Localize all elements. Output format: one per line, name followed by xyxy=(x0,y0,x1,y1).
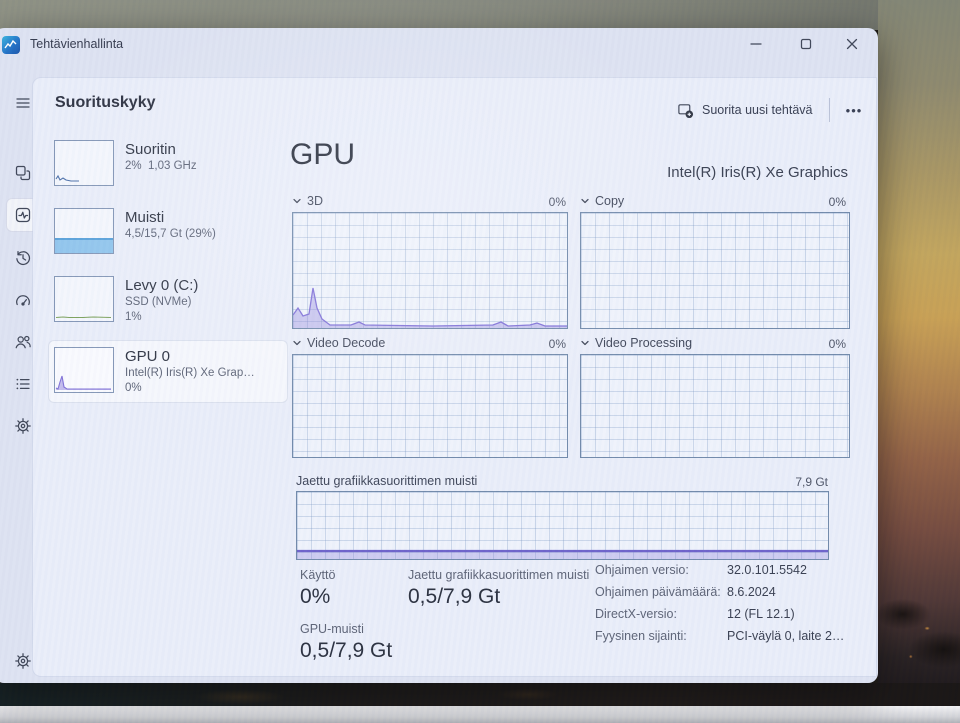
driver-version-label: Ohjaimen versio: xyxy=(595,563,689,577)
driver-date-value: 8.6.2024 xyxy=(727,585,776,599)
perf-item-stats: 4,5/15,7 Gt (29%) xyxy=(125,228,216,240)
chart-section-video-decode[interactable]: Video Decode xyxy=(292,336,385,350)
run-new-task-icon xyxy=(678,103,694,118)
performance-icon xyxy=(15,207,31,223)
shared-memory-scale-max: 7,9 Gt xyxy=(795,475,828,489)
perf-item-memory[interactable]: Muisti 4,5/15,7 Gt (29%) xyxy=(48,201,288,261)
chart-label: Video Decode xyxy=(307,336,386,350)
task-manager-app-icon xyxy=(2,36,20,54)
header-divider xyxy=(829,98,830,122)
chevron-down-icon xyxy=(581,198,589,204)
perf-item-device: Intel(R) Iris(R) Xe Grap… xyxy=(125,367,255,379)
chevron-down-icon xyxy=(293,198,301,204)
gpu-memory-value: 0,5/7,9 Gt xyxy=(300,639,393,662)
shared-memory-label: Jaettu grafiikkasuorittimen muisti xyxy=(408,568,590,582)
chart-3d xyxy=(292,212,568,329)
perf-item-stats: SSD (NVMe) xyxy=(125,296,192,308)
chart-current-value: 0% xyxy=(548,195,566,209)
gauge-icon xyxy=(16,295,30,306)
perf-item-disk[interactable]: Levy 0 (C:) SSD (NVMe) 1% xyxy=(48,269,288,332)
memory-mini-chart xyxy=(54,208,114,254)
perf-item-name: GPU 0 xyxy=(125,348,171,365)
titlebar: Tehtävienhallinta xyxy=(0,28,878,62)
sidebar-item-startup-apps[interactable] xyxy=(6,283,40,317)
laptop-bezel xyxy=(0,706,960,723)
hamburger-icon xyxy=(16,98,30,108)
chart-current-value: 0% xyxy=(828,195,846,209)
sidebar-item-users[interactable] xyxy=(6,325,40,359)
chart-section-3d[interactable]: 3D xyxy=(292,194,323,208)
details-list-icon xyxy=(16,378,30,390)
directx-version-label: DirectX-versio: xyxy=(595,607,677,621)
gpu-memory-label: GPU-muisti xyxy=(300,622,364,636)
chevron-down-icon xyxy=(293,340,301,346)
sidebar-item-services[interactable] xyxy=(6,409,40,443)
chart-section-video-processing[interactable]: Video Processing xyxy=(580,336,692,350)
gpu-detail-panel: GPU Intel(R) Iris(R) Xe Graphics 3D 0% C… xyxy=(290,138,850,723)
desktop-wallpaper-sunset xyxy=(878,0,960,706)
window-title: Tehtävienhallinta xyxy=(30,37,124,51)
run-new-task-button[interactable]: Suorita uusi tehtävä xyxy=(671,96,819,124)
performance-list: Suoritin 2% 1,03 GHz Muisti 4,5/15,7 Gt … xyxy=(48,133,288,405)
content-card: Suorituskyky Suorita uusi tehtävä ••• Su… xyxy=(33,78,876,676)
memory-usage-fill xyxy=(55,237,113,253)
perf-item-usage: 1% xyxy=(125,311,142,323)
perf-item-gpu[interactable]: GPU 0 Intel(R) Iris(R) Xe Grap… 0% xyxy=(48,340,288,403)
physical-location-value: PCI-väylä 0, laite 2… xyxy=(727,629,845,643)
perf-item-cpu[interactable]: Suoritin 2% 1,03 GHz xyxy=(48,133,288,193)
chart-current-value: 0% xyxy=(828,337,846,351)
cpu-mini-chart xyxy=(54,140,114,186)
chevron-down-icon xyxy=(581,340,589,346)
driver-version-value: 32.0.101.5542 xyxy=(727,563,807,577)
more-options-button[interactable]: ••• xyxy=(845,102,863,118)
perf-item-name: Muisti xyxy=(125,209,165,226)
sidebar-item-processes[interactable] xyxy=(6,156,40,190)
directx-version-value: 12 (FL 12.1) xyxy=(727,607,795,621)
shared-memory-value: 0,5/7,9 Gt xyxy=(408,585,501,608)
chart-label: 3D xyxy=(307,194,323,208)
physical-location-label: Fyysinen sijainti: xyxy=(595,629,687,643)
task-manager-window: Tehtävienhallinta xyxy=(0,28,878,683)
page-title: Suorituskyky xyxy=(55,94,156,111)
history-icon xyxy=(16,250,31,265)
chart-label: Copy xyxy=(595,194,625,208)
close-button[interactable] xyxy=(830,28,874,60)
chart-section-copy[interactable]: Copy xyxy=(580,194,624,208)
navigation-menu-button[interactable] xyxy=(6,86,40,120)
chart-label: Video Processing xyxy=(595,336,693,350)
gpu-page-title: GPU xyxy=(290,138,356,171)
gpu-device-name: Intel(R) Iris(R) Xe Graphics xyxy=(667,164,848,181)
usage-label: Käyttö xyxy=(300,568,336,582)
perf-item-name: Levy 0 (C:) xyxy=(125,277,199,294)
gear-icon xyxy=(15,653,31,669)
chart-shared-memory xyxy=(296,491,829,560)
desktop-wallpaper-bottom xyxy=(0,683,960,706)
disk-mini-chart xyxy=(54,276,114,322)
usage-value: 0% xyxy=(300,585,331,608)
driver-date-label: Ohjaimen päivämäärä: xyxy=(595,585,721,599)
services-cog-icon xyxy=(15,418,31,434)
run-new-task-label: Suorita uusi tehtävä xyxy=(702,103,813,117)
gpu-mini-chart xyxy=(54,347,114,393)
perf-item-usage: 0% xyxy=(125,382,142,394)
shared-memory-chart-label: Jaettu grafiikkasuorittimen muisti xyxy=(296,474,478,488)
desktop-wallpaper-top xyxy=(0,0,882,30)
users-icon xyxy=(15,335,31,349)
processes-icon xyxy=(15,165,31,181)
chart-copy xyxy=(580,212,850,329)
perf-item-stats: 2% 1,03 GHz xyxy=(125,160,197,172)
chart-current-value: 0% xyxy=(548,337,566,351)
chart-video-processing xyxy=(580,354,850,458)
sidebar-item-app-history[interactable] xyxy=(6,241,40,275)
sidebar-item-details[interactable] xyxy=(6,367,40,401)
perf-item-name: Suoritin xyxy=(125,141,176,158)
minimize-button[interactable] xyxy=(734,28,778,60)
settings-button[interactable] xyxy=(6,644,40,678)
chart-video-decode xyxy=(292,354,568,458)
maximize-button[interactable] xyxy=(784,28,828,60)
